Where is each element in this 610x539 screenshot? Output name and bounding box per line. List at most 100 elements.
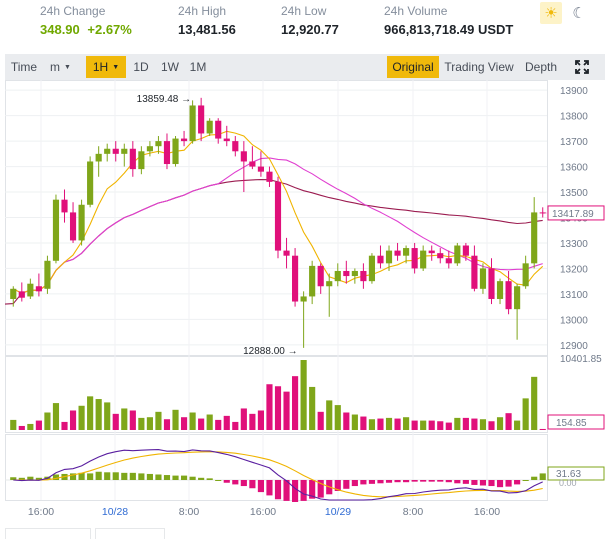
candle-body: [78, 204, 85, 241]
minute-select[interactable]: m ▼: [43, 56, 79, 78]
volume-bar: [27, 423, 34, 430]
macd-bar: [155, 474, 162, 480]
fullscreen-button[interactable]: [571, 56, 593, 78]
price-tick-label: 13600: [560, 163, 588, 174]
candlesticks: [10, 97, 546, 348]
stat-label: 24h Volume: [384, 4, 448, 18]
volume-bar: [360, 416, 367, 430]
macd-bar: [189, 476, 196, 480]
macd-bar: [146, 473, 153, 480]
light-theme-button[interactable]: ☀: [540, 2, 562, 24]
view-original-tab[interactable]: Original: [387, 56, 439, 78]
volume-bar: [428, 420, 435, 430]
candle-body: [266, 171, 273, 182]
volume-max-label: 10401.85: [560, 354, 602, 365]
volume-bar: [317, 411, 324, 430]
price-tick-label: 13500: [560, 188, 588, 199]
volume-bar: [172, 409, 179, 430]
sun-icon: ☀: [544, 5, 558, 22]
macd-bar: [343, 480, 350, 489]
ticker-stats: 24h Change 348.90 +2.67% 24h High 13,481…: [0, 0, 610, 48]
minute-label: m: [50, 60, 60, 74]
macd-bar: [454, 480, 461, 484]
candle-body: [496, 281, 504, 299]
view-depth-tab[interactable]: Depth: [524, 60, 558, 74]
interval-1d-button[interactable]: 1D: [133, 60, 149, 74]
candle-body: [283, 250, 290, 256]
kline-chart[interactable]: 1390013800137001360013500134001330013200…: [4, 80, 605, 524]
macd-bar: [266, 480, 273, 496]
macd-bar: [240, 480, 247, 487]
volume-bar: [155, 411, 162, 430]
candle-body: [420, 250, 427, 269]
candle-body: [445, 258, 452, 264]
macd-bar: [505, 480, 512, 487]
candle-body: [180, 138, 188, 142]
stat-value: 966,813,718.49 USDT: [384, 22, 514, 37]
macd-bar: [479, 480, 487, 486]
macd-bar: [496, 480, 504, 488]
macd-bar: [87, 473, 94, 480]
stat-24h-low: 24h Low 12,920.77: [281, 4, 339, 37]
panel-frame: [5, 356, 548, 433]
change-value: 348.90: [40, 22, 80, 37]
candle-body: [215, 120, 222, 139]
volume-bar: [78, 405, 85, 430]
volume-bar: [300, 360, 307, 430]
bottom-tab[interactable]: [95, 528, 165, 539]
chart-canvas[interactable]: 1390013800137001360013500134001330013200…: [4, 80, 605, 524]
candle-body: [368, 255, 376, 282]
time-tick-label: 10/28: [102, 506, 128, 518]
moon-icon: ☾: [572, 5, 586, 22]
macd-bar: [27, 476, 34, 480]
high-price-marker: 13859.48 →: [137, 94, 192, 105]
volume-bar: [462, 417, 469, 430]
price-tick-label: 13300: [560, 239, 588, 250]
candle-body: [274, 181, 282, 251]
macd-bar: [172, 475, 179, 480]
interval-1h-select[interactable]: 1H ▼: [86, 56, 126, 78]
macd-bar: [257, 480, 264, 493]
volume-bar: [69, 410, 77, 430]
volume-bar: [505, 413, 512, 430]
macd-bar: [69, 473, 77, 480]
dark-theme-button[interactable]: ☾: [568, 2, 590, 24]
candle-body: [385, 250, 393, 264]
current-price-label: 13417.89: [552, 209, 594, 220]
bottom-tab[interactable]: [5, 528, 91, 539]
interval-1w-button[interactable]: 1W: [161, 60, 179, 74]
volume-bar: [52, 403, 60, 430]
volume-bar: [138, 417, 145, 430]
time-tick-label: 8:00: [179, 506, 200, 518]
volume-bar: [411, 420, 418, 430]
macd-bar: [437, 480, 444, 482]
interval-1m-button[interactable]: 1M: [189, 60, 207, 74]
volume-bar: [326, 400, 333, 430]
macd-bar: [488, 480, 495, 487]
macd-bar: [351, 480, 358, 487]
macd-bar: [78, 472, 85, 480]
volume-bar: [368, 419, 376, 430]
view-trading-view-tab[interactable]: Trading View: [444, 60, 514, 74]
stat-24h-high: 24h High 13,481.56: [178, 4, 236, 37]
candle-body: [35, 286, 42, 292]
macd-bar: [531, 476, 538, 480]
candle-body: [206, 120, 213, 134]
macd-bar: [52, 474, 60, 480]
volume-bar: [95, 399, 102, 430]
macd-bar: [300, 480, 307, 501]
volume-bar: [403, 417, 410, 430]
volume-bar: [232, 421, 239, 430]
macd-bar: [138, 473, 145, 480]
macd-bar: [539, 473, 546, 480]
candle-body: [232, 141, 239, 152]
time-tick-label: 16:00: [250, 506, 276, 518]
volume-bar: [479, 419, 487, 430]
time-button[interactable]: Time: [10, 60, 38, 74]
macd-bar: [411, 480, 418, 482]
volume-bar: [146, 417, 153, 430]
stat-24h-change: 24h Change 348.90 +2.67%: [40, 4, 132, 37]
chart-markers: 13859.48 → 12888.00 → 13417.89 154.85 31.630…: [137, 94, 605, 488]
candle-body: [146, 146, 153, 152]
macd-bar: [95, 471, 102, 480]
